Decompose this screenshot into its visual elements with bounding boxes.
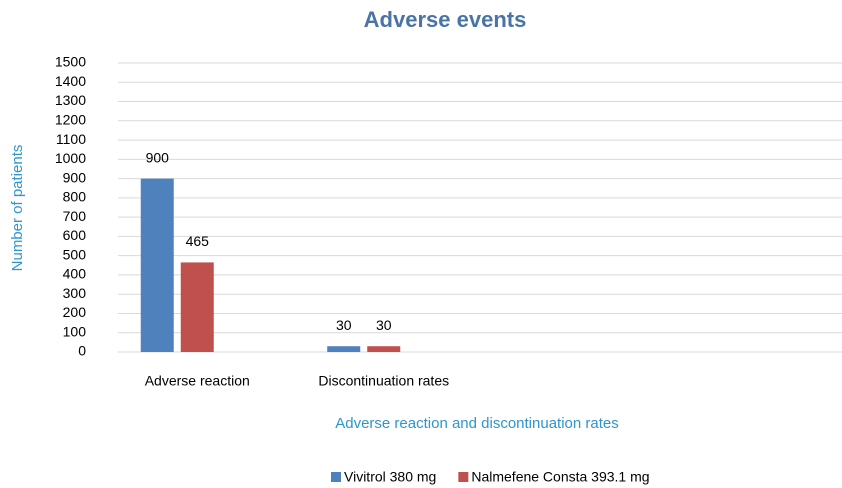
data-label: 30 [376,317,392,333]
y-tick-label: 600 [63,227,87,243]
legend-label: Vivitrol 380 mg [344,469,436,485]
data-label: 465 [186,233,210,249]
y-tick-label: 700 [63,208,87,224]
y-tick-label: 400 [63,266,87,282]
data-label: 900 [146,149,170,165]
chart-title: Adverse events [364,7,527,32]
y-tick-label: 300 [63,285,87,301]
y-tick-label: 1100 [56,131,86,147]
y-axis-title: Number of patients [9,145,26,272]
y-tick-label: 1500 [55,54,86,70]
bar [180,262,214,352]
y-tick-label: 0 [78,343,86,359]
legend-swatch [458,472,469,482]
bar [327,346,361,352]
y-tick-label: 1200 [55,112,86,128]
y-tick-label: 1000 [55,150,86,166]
legend-swatch [331,472,341,482]
x-axis-title: Adverse reaction and discontinuation rat… [335,415,619,432]
bar [367,346,401,352]
y-tick-label: 800 [63,189,87,205]
y-tick-label: 1400 [55,73,86,89]
data-label: 30 [336,317,352,333]
x-tick-label: Discontinuation rates [318,373,449,389]
y-tick-label: 200 [63,304,87,320]
y-tick-label: 1300 [55,92,86,108]
y-tick-label: 900 [63,169,87,185]
bar [140,178,174,352]
y-tick-label: 500 [63,246,87,262]
y-tick-label: 100 [63,323,87,339]
x-tick-label: Adverse reaction [145,373,250,389]
legend-label: Nalmefene Consta 393.1 mg [471,469,649,485]
